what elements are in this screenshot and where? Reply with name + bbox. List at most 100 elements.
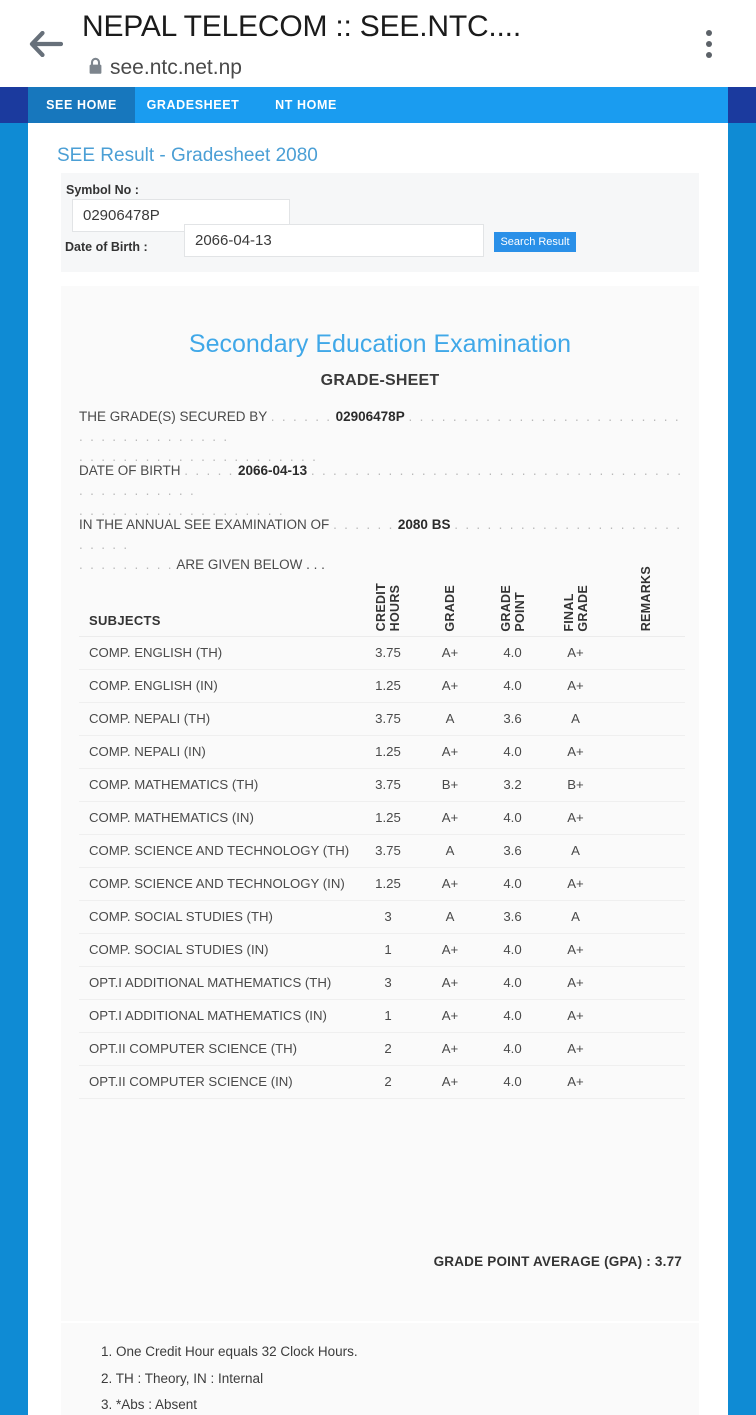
back-arrow-icon <box>29 31 63 57</box>
cell-final-grade: A+ <box>544 636 607 670</box>
cell-final-grade: A+ <box>544 735 607 769</box>
nav-background <box>28 87 728 123</box>
header-credit-hours-text: CREDIT HOURS <box>374 583 402 632</box>
table-row: OPT.II COMPUTER SCIENCE (IN) 2 A+ 4.0 A+ <box>79 1065 685 1099</box>
table-row: COMP. ENGLISH (TH) 3.75 A+ 4.0 A+ <box>79 636 685 670</box>
url-bar[interactable]: see.ntc.net.np <box>88 52 242 84</box>
date-of-birth-input[interactable] <box>184 224 484 257</box>
table-row: COMP. SOCIAL STUDIES (IN) 1 A+ 4.0 A+ <box>79 933 685 967</box>
table-row: COMP. NEPALI (TH) 3.75 A 3.6 A <box>79 702 685 736</box>
cell-final-grade: A+ <box>544 933 607 967</box>
cell-final-grade: A+ <box>544 867 607 901</box>
kebab-dot <box>706 41 712 47</box>
url-text: see.ntc.net.np <box>110 56 242 79</box>
cell-remarks <box>607 636 685 670</box>
cell-subject: COMP. NEPALI (TH) <box>79 702 357 736</box>
header-final-grade: FINAL GRADE <box>544 566 607 637</box>
cell-subject: COMP. SCIENCE AND TECHNOLOGY (TH) <box>79 834 357 868</box>
grades-table: SUBJECTS CREDIT HOURS GRADE GRADE POINT … <box>79 566 685 1099</box>
cell-subject: COMP. NEPALI (IN) <box>79 735 357 769</box>
cell-remarks <box>607 834 685 868</box>
header-subjects: SUBJECTS <box>79 566 357 637</box>
back-button[interactable] <box>22 24 70 64</box>
decl-dots: . . . . . . <box>270 409 332 424</box>
decl-dots: . . . . . . . . . . . . . . . . . . . <box>79 503 285 518</box>
table-row: COMP. NEPALI (IN) 1.25 A+ 4.0 A+ <box>79 735 685 769</box>
decl-label: THE GRADE(S) SECURED BY <box>79 409 268 424</box>
cell-grade: A <box>419 834 481 868</box>
cell-grade-point: 4.0 <box>481 867 544 901</box>
note-line: 1. One Credit Hour equals 32 Clock Hours… <box>101 1344 358 1359</box>
cell-subject: COMP. ENGLISH (IN) <box>79 669 357 703</box>
cell-subject: OPT.I ADDITIONAL MATHEMATICS (IN) <box>79 999 357 1033</box>
cell-remarks <box>607 966 685 1000</box>
cell-credit-hours: 2 <box>357 1032 419 1066</box>
header-grade: GRADE <box>419 566 481 637</box>
gradesheet-heading: Secondary Education Examination <box>188 330 572 358</box>
note-line: 3. *Abs : Absent <box>101 1397 198 1413</box>
symbol-no-label: Symbol No : <box>66 183 139 197</box>
decl-dob-value: 2066-04-13 <box>238 463 308 478</box>
cell-credit-hours: 3.75 <box>357 636 419 670</box>
cell-final-grade: A+ <box>544 966 607 1000</box>
cell-remarks <box>607 867 685 901</box>
site-navigation: SEE HOME GRADESHEET NT HOME <box>28 87 728 123</box>
cell-credit-hours: 1.25 <box>357 801 419 835</box>
nav-item-label: GRADESHEET <box>146 98 240 112</box>
cell-remarks <box>607 735 685 769</box>
cell-final-grade: A <box>544 702 607 736</box>
nav-item-label: SEE HOME <box>46 98 117 112</box>
header-credit-hours: CREDIT HOURS <box>357 566 419 637</box>
decl-dots: . . . . . . . . . . . . . . . . . . . . … <box>79 517 682 552</box>
cell-grade: A+ <box>419 735 481 769</box>
cell-remarks <box>607 702 685 736</box>
cell-credit-hours: 2 <box>357 1065 419 1099</box>
table-row: OPT.II COMPUTER SCIENCE (TH) 2 A+ 4.0 A+ <box>79 1032 685 1066</box>
cell-grade-point: 3.2 <box>481 768 544 802</box>
table-row: COMP. SCIENCE AND TECHNOLOGY (IN) 1.25 A+ 4… <box>79 867 685 901</box>
decl-symbol-value: 02906478P <box>335 409 405 424</box>
page-title-container[interactable]: NEPAL TELECOM :: SEE.NTC.... <box>82 2 642 52</box>
nav-item-gradesheet[interactable]: GRADESHEET <box>135 87 251 123</box>
decl-dots: . . . . . . <box>333 517 395 532</box>
cell-final-grade: A+ <box>544 801 607 835</box>
header-grade-text: GRADE <box>443 584 457 632</box>
cell-final-grade: A+ <box>544 1032 607 1066</box>
kebab-dot <box>706 52 712 58</box>
nav-item-see-home[interactable]: SEE HOME <box>28 87 135 123</box>
decl-label: DATE OF BIRTH <box>79 463 181 478</box>
cell-final-grade: A+ <box>544 999 607 1033</box>
table-header-row: SUBJECTS CREDIT HOURS GRADE GRADE POINT … <box>79 566 685 637</box>
nav-item-nt-home[interactable]: NT HOME <box>251 87 361 123</box>
header-remarks: REMARKS <box>607 566 685 637</box>
header-remarks-text: REMARKS <box>639 566 653 632</box>
cell-grade-point: 4.0 <box>481 669 544 703</box>
cell-grade: A+ <box>419 999 481 1033</box>
cell-grade-point: 3.6 <box>481 900 544 934</box>
cell-credit-hours: 3.75 <box>357 834 419 868</box>
cell-grade-point: 4.0 <box>481 636 544 670</box>
header-final-grade-text: FINAL GRADE <box>561 584 590 632</box>
search-result-button[interactable]: Search Result <box>494 232 576 252</box>
cell-subject: OPT.II COMPUTER SCIENCE (IN) <box>79 1065 357 1099</box>
gradesheet-card: Secondary Education Examination GRADE-SH… <box>61 286 699 1321</box>
declaration-name-line: THE GRADE(S) SECURED BY . . . . . . 0290… <box>79 407 685 467</box>
cell-grade: A+ <box>419 801 481 835</box>
kebab-dot <box>706 30 712 36</box>
cell-grade: A+ <box>419 669 481 703</box>
page-content: SEE Result - Gradesheet 2080 Symbol No :… <box>28 123 728 1415</box>
cell-final-grade: A+ <box>544 1065 607 1099</box>
cell-credit-hours: 3.75 <box>357 702 419 736</box>
nav-item-label: NT HOME <box>275 98 337 112</box>
table-row: OPT.I ADDITIONAL MATHEMATICS (IN) 1 A+ 4.0 A… <box>79 999 685 1033</box>
cell-grade: A+ <box>419 1032 481 1066</box>
note-line: 2. TH : Theory, IN : Internal <box>101 1370 264 1386</box>
gpa-line: GRADE POINT AVERAGE (GPA) : 3.77 <box>433 1254 682 1269</box>
table-row: OPT.I ADDITIONAL MATHEMATICS (TH) 3 A+ 4.0 A… <box>79 966 685 1000</box>
page-title: NEPAL TELECOM :: SEE.NTC.... <box>82 10 521 43</box>
cell-remarks <box>607 999 685 1033</box>
decl-label: IN THE ANNUAL SEE EXAMINATION OF <box>79 517 330 532</box>
kebab-menu-icon[interactable] <box>694 22 724 66</box>
cell-remarks <box>607 801 685 835</box>
